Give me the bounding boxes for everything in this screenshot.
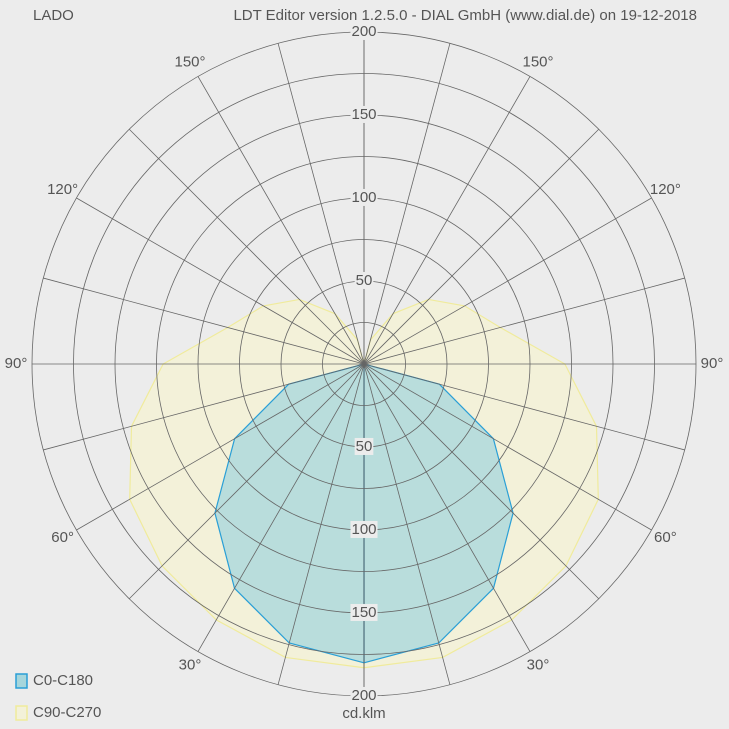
grid-spoke [363,43,451,365]
grid-spoke [363,363,600,600]
grid-spoke [363,363,451,685]
grid-spoke [277,43,365,365]
tick-label-bg [354,271,374,289]
grid-spoke [363,363,652,531]
grid-spoke [363,76,531,365]
angle-tick-label: 150° [522,54,553,71]
grid-spoke [363,197,652,365]
angle-tick-label: 120° [47,181,78,198]
angle-tick-label: 120° [650,181,681,198]
grid-spoke [197,76,365,365]
angle-tick-label: 30° [179,656,202,673]
angle-tick-label: 90° [701,355,724,372]
grid-spoke [76,363,365,531]
r-tick-label: 200 [351,23,376,40]
chart-title: LDT Editor version 1.2.5.0 - DIAL GmbH (… [233,7,697,24]
tick-label-bg [354,437,374,455]
grid-spoke [128,128,365,365]
unit-label: cd.klm [342,705,385,722]
grid-spoke [128,363,365,600]
tick-label-bg [350,22,378,40]
angle-tick-label: 60° [51,529,74,546]
tick-label-bg [350,188,378,206]
grid-spoke [43,277,365,365]
tick-label-bg [350,105,378,123]
legend-swatch [15,705,28,721]
grid-spoke [76,197,365,365]
r-tick-label: 150 [351,604,376,621]
legend-label: C90-C270 [33,704,101,721]
legend-label: C0-C180 [33,672,93,689]
grid-spoke [277,363,365,685]
grid-spoke [197,363,365,652]
r-tick-label: 200 [351,687,376,704]
grid-spoke [363,363,685,451]
r-tick-label: 50 [356,438,373,455]
grid-spoke [363,277,685,365]
r-tick-label: 100 [351,189,376,206]
r-tick-label: 50 [356,272,373,289]
tick-label-bg [350,520,378,538]
r-tick-label: 150 [351,106,376,123]
angle-tick-label: 150° [174,54,205,71]
r-tick-label: 100 [351,521,376,538]
angle-tick-label: 60° [654,529,677,546]
grid-spoke [363,128,600,365]
grid-spoke [363,363,531,652]
tick-label-bg [350,686,378,704]
angle-tick-label: 90° [5,355,28,372]
grid-spoke [43,363,365,451]
angle-tick-label: 30° [527,656,550,673]
legend-swatch [15,673,28,689]
chart-subtitle: LADO [33,7,74,24]
tick-label-bg [350,603,378,621]
